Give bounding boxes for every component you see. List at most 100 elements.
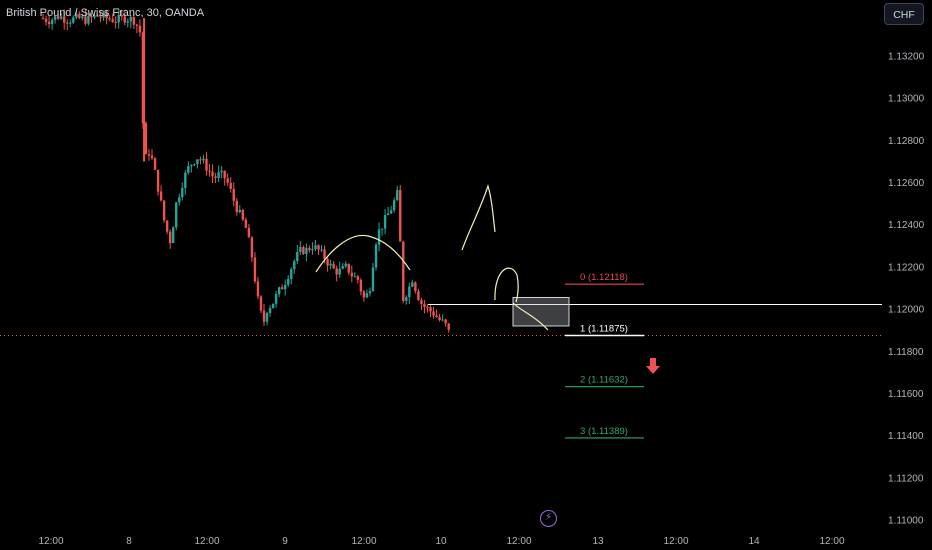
time-tick-label: 12:00 xyxy=(194,536,219,547)
candle-body xyxy=(271,303,275,309)
candle-body xyxy=(99,16,102,18)
candle-body xyxy=(347,263,350,273)
price-axis[interactable]: 1.13200 1.13000 1.12800 1.12600 1.12400 1.122… xyxy=(888,52,925,527)
candle-body xyxy=(329,263,332,266)
candle-body xyxy=(374,244,378,268)
time-tick-label: 12:00 xyxy=(351,536,376,547)
candle-body xyxy=(350,272,354,277)
candle-body xyxy=(311,249,314,251)
price-tick-label: 1.13200 xyxy=(888,52,925,63)
time-axis[interactable]: 12:00 8 12:00 9 12:00 10 12:00 13 12:00 14 12:00 xyxy=(38,536,844,547)
candle-body xyxy=(69,22,72,24)
candle-body xyxy=(90,15,93,18)
candle-body xyxy=(250,237,254,258)
candle-body xyxy=(290,269,293,279)
candle-body xyxy=(365,293,369,298)
candle-body xyxy=(396,190,399,201)
candle-body xyxy=(441,319,444,321)
candle-body xyxy=(380,228,384,230)
candle-body xyxy=(111,19,114,22)
candle-body xyxy=(377,229,381,245)
candle-body xyxy=(138,25,142,33)
candle-body xyxy=(181,188,184,198)
candle-body xyxy=(256,281,260,297)
lightning-icon[interactable]: ⚡ xyxy=(540,510,557,527)
candle-body xyxy=(362,291,366,298)
price-tick-label: 1.12000 xyxy=(888,305,925,316)
candle-body xyxy=(147,154,151,156)
candle-body xyxy=(423,304,426,307)
candle-body xyxy=(72,17,75,23)
candle-body xyxy=(96,15,99,17)
candle-body xyxy=(105,13,108,19)
candle-body xyxy=(262,310,266,322)
price-tick-label: 1.12800 xyxy=(888,136,925,147)
time-tick-label: 12:00 xyxy=(506,536,531,547)
price-tick-label: 1.12200 xyxy=(888,262,925,273)
candle-body xyxy=(371,267,375,292)
candle-body xyxy=(211,171,214,177)
candle-body xyxy=(47,21,51,25)
curve-annotation-1 xyxy=(315,234,411,273)
candle-body xyxy=(389,210,393,214)
candle-body xyxy=(392,200,396,211)
candle-body xyxy=(75,13,78,18)
candle-body xyxy=(287,278,290,285)
candle-body xyxy=(426,306,429,308)
candle-body xyxy=(284,284,287,290)
candle-body xyxy=(235,200,238,213)
symbol-title: British Pound / Swiss Franc, 30, OANDA xyxy=(6,7,205,19)
candle-body xyxy=(402,241,405,301)
time-tick-label: 14 xyxy=(748,536,760,547)
candle-body xyxy=(314,245,317,250)
candle-body xyxy=(447,323,450,330)
candle-body xyxy=(429,307,432,312)
candle-body xyxy=(299,246,302,252)
candle-body xyxy=(87,15,90,24)
down-arrow-shape xyxy=(646,358,660,374)
price-tick-label: 1.11800 xyxy=(888,347,924,358)
candle-body xyxy=(399,190,402,242)
time-tick-label: 10 xyxy=(435,536,447,547)
candle-body xyxy=(368,291,372,294)
candle-body xyxy=(108,18,111,20)
candle-body xyxy=(232,188,235,201)
candle-body xyxy=(159,191,163,201)
down-arrow-icon xyxy=(646,358,660,374)
candle-body xyxy=(344,263,347,267)
candle-body xyxy=(244,219,248,228)
candle-body xyxy=(208,170,211,172)
candle-body xyxy=(247,227,251,238)
candle-body xyxy=(156,169,160,192)
candle-body xyxy=(123,16,126,23)
candle-body xyxy=(223,170,226,179)
candle-body xyxy=(277,287,281,295)
time-tick-label: 12:00 xyxy=(663,536,688,547)
candle-body xyxy=(126,21,129,23)
candle-body xyxy=(81,16,84,18)
candle-body xyxy=(120,15,123,17)
candle-body xyxy=(356,276,360,280)
price-tick-label: 1.11000 xyxy=(888,516,924,527)
candle-body xyxy=(171,227,175,244)
candle-body xyxy=(444,319,447,324)
candle-body xyxy=(268,308,272,314)
candle-body xyxy=(190,164,193,167)
candle-body xyxy=(50,19,54,25)
consolidation-zone xyxy=(512,296,570,327)
time-tick-label: 9 xyxy=(282,536,288,547)
candle-body xyxy=(259,296,263,311)
candle-body xyxy=(332,263,335,269)
candle-body xyxy=(129,17,133,22)
candle-body xyxy=(44,18,48,22)
candle-body xyxy=(184,172,187,189)
currency-button[interactable]: CHF xyxy=(884,3,924,25)
candle-body xyxy=(193,164,196,166)
candle-body xyxy=(165,220,169,232)
candle-body xyxy=(168,231,172,244)
candle-body xyxy=(302,246,305,254)
time-tick-label: 12:00 xyxy=(819,536,844,547)
candle-body xyxy=(144,123,148,155)
candle-body xyxy=(187,166,190,173)
